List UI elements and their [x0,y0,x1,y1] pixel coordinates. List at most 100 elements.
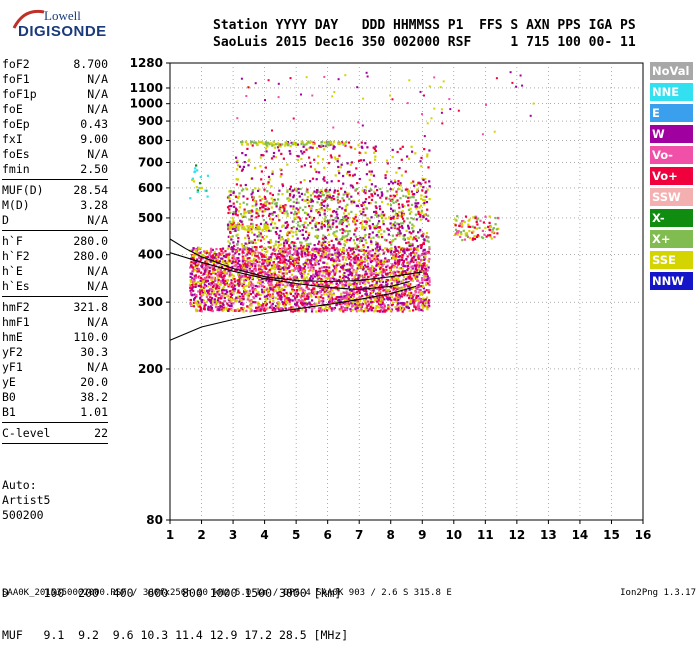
echo-point [349,268,351,270]
echo-point [287,267,289,269]
echo-point [409,196,411,198]
echo-point [323,148,325,150]
echo-point [261,253,263,255]
echo-point [258,215,260,217]
echo-point [410,236,412,238]
echo-point [249,212,251,214]
echo-point [311,299,313,301]
echo-point [373,175,375,177]
echo-point [232,235,234,237]
echo-point [253,196,255,198]
echo-point [395,255,397,257]
echo-point [406,269,408,271]
echo-point [249,300,251,302]
echo-point [221,290,223,292]
echo-point [235,196,237,198]
echo-point [395,214,397,216]
echo-point [472,226,474,228]
echo-point [333,145,335,147]
echo-point [337,158,339,160]
echo-point [262,204,264,206]
echo-point [389,241,391,243]
echo-point [421,265,423,267]
echo-point [319,270,321,272]
echo-point [330,277,332,279]
echo-point [399,197,401,199]
echo-point [212,300,214,302]
echo-point [233,191,235,193]
echo-point [484,216,486,218]
echo-point [394,238,396,240]
echo-point [325,277,327,279]
echo-point [335,220,337,222]
echo-point [218,286,220,288]
x-tick-label: 14 [572,528,589,542]
echo-point [243,211,245,213]
echo-point [328,244,330,246]
echo-point [416,276,418,278]
echo-point [379,268,381,270]
echo-point [254,200,256,202]
echo-point [251,210,253,212]
echo-point [304,222,306,224]
echo-point [292,231,294,233]
echo-point [235,250,237,252]
echo-point [375,185,377,187]
echo-point [428,180,430,182]
echo-point [415,206,417,208]
echo-point [392,182,394,184]
echo-point [423,262,425,264]
echo-point [317,291,319,293]
echo-point [402,146,404,148]
echo-point [358,160,360,162]
echo-point [248,159,250,161]
echo-point [256,212,258,214]
echo-point [323,262,325,264]
echo-point [297,159,299,161]
echo-point [234,285,236,287]
echo-point [307,141,309,143]
echo-point [333,260,335,262]
echo-point [314,244,316,246]
echo-point [306,286,308,288]
echo-point [294,258,296,260]
echo-point [385,177,387,179]
echo-point [295,234,297,236]
echo-point [374,259,376,261]
echo-point [262,263,264,265]
echo-point [458,230,460,232]
echo-point [370,241,372,243]
echo-point [378,265,380,267]
echo-point [301,250,303,252]
echo-point [428,299,430,301]
echo-point [394,221,396,223]
echo-point [285,269,287,271]
echo-point [230,205,232,207]
echo-point [474,227,476,229]
echo-point [419,294,421,296]
echo-point [280,266,282,268]
echo-point [376,258,378,260]
echo-point [264,247,266,249]
echo-point [408,190,410,192]
echo-point [329,297,331,299]
echo-point [259,298,261,300]
echo-point [313,303,315,305]
echo-point [403,260,405,262]
echo-point [238,253,240,255]
echo-point [361,142,363,144]
echo-point [260,203,262,205]
echo-point [400,184,402,186]
echo-point [208,276,210,278]
echo-point [344,216,346,218]
echo-point [297,144,299,146]
echo-point [217,277,219,279]
echo-point [252,205,254,207]
echo-point [245,285,247,287]
echo-point [213,271,215,273]
echo-point [385,266,387,268]
echo-point [427,166,429,168]
echo-point [242,256,244,258]
echo-point [386,249,388,251]
echo-point [324,209,326,211]
